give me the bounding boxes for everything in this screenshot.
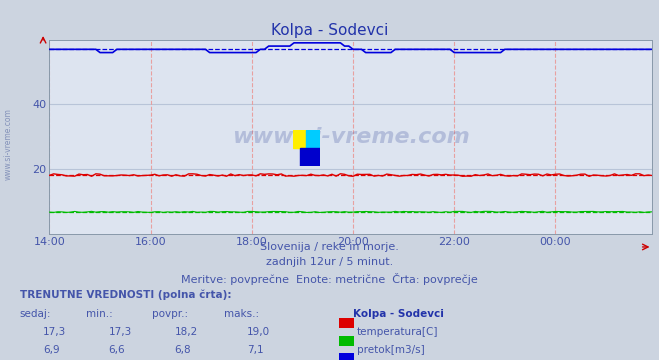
Text: Slovenija / reke in morje.: Slovenija / reke in morje. [260,242,399,252]
Text: www.si-vreme.com: www.si-vreme.com [3,108,13,180]
Text: 17,3: 17,3 [109,327,132,337]
Text: maks.:: maks.: [224,309,259,319]
Text: zadnjih 12ur / 5 minut.: zadnjih 12ur / 5 minut. [266,257,393,267]
Bar [293,130,306,148]
Text: pretok[m3/s]: pretok[m3/s] [357,345,425,355]
Text: min.:: min.: [86,309,113,319]
Text: 6,9: 6,9 [43,345,59,355]
Text: www.si-vreme.com: www.si-vreme.com [232,127,470,147]
Text: povpr.:: povpr.: [152,309,188,319]
Text: Kolpa - Sodevci: Kolpa - Sodevci [271,23,388,39]
Text: 18,2: 18,2 [175,327,198,337]
Text: 17,3: 17,3 [43,327,66,337]
Text: temperatura[C]: temperatura[C] [357,327,439,337]
Text: Meritve: povprečne  Enote: metrične  Črta: povprečje: Meritve: povprečne Enote: metrične Črta:… [181,273,478,285]
Text: 7,1: 7,1 [247,345,264,355]
Text: TRENUTNE VREDNOSTI (polna črta):: TRENUTNE VREDNOSTI (polna črta): [20,290,231,300]
Text: sedaj:: sedaj: [20,309,51,319]
Text: 19,0: 19,0 [247,327,270,337]
Text: Kolpa - Sodevci: Kolpa - Sodevci [353,309,444,319]
Text: 6,8: 6,8 [175,345,191,355]
Bar [306,130,320,148]
Bar [300,148,320,166]
Text: 6,6: 6,6 [109,345,125,355]
